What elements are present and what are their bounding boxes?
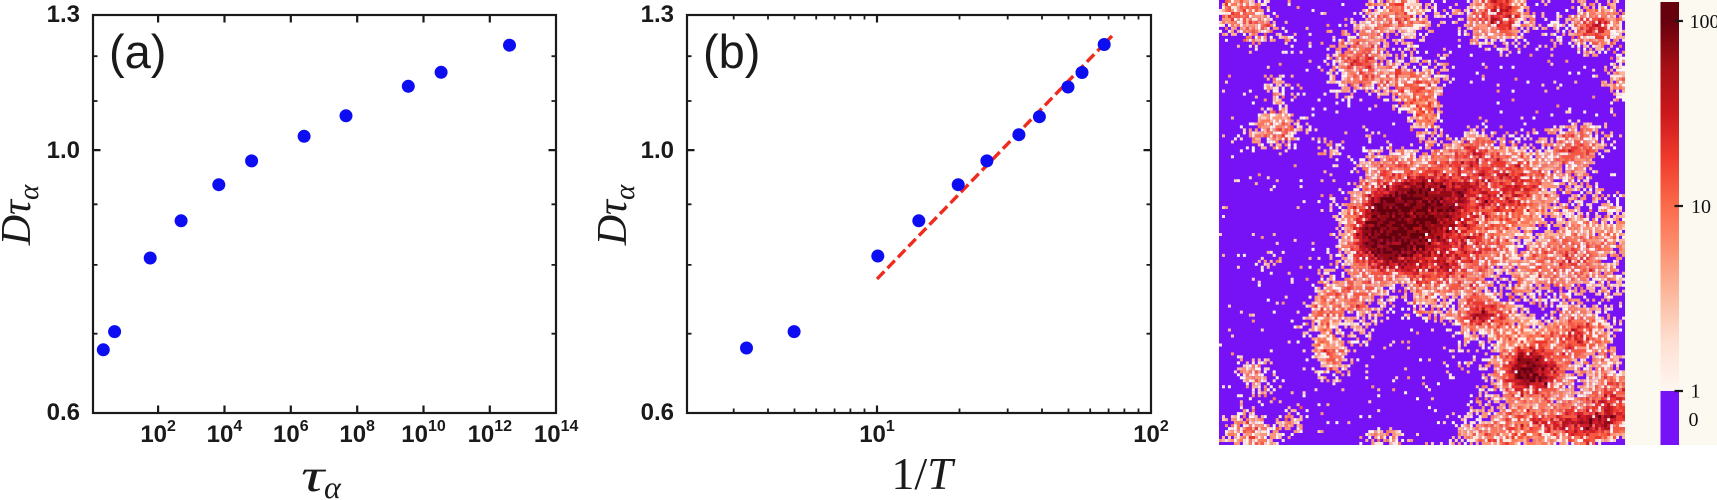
svg-text:1.3: 1.3	[47, 1, 80, 28]
svg-text:0: 0	[1689, 409, 1699, 431]
svg-text:102: 102	[140, 418, 176, 448]
svg-text:108: 108	[339, 418, 375, 448]
svg-text:1014: 1014	[534, 418, 579, 448]
svg-text:1.0: 1.0	[47, 137, 80, 164]
svg-text:(a): (a)	[109, 25, 166, 78]
svg-text:(b): (b)	[703, 25, 760, 78]
svg-text:10: 10	[1691, 196, 1711, 218]
svg-text:1.3: 1.3	[641, 1, 674, 28]
svg-text:α: α	[324, 469, 342, 500]
svg-text:τ: τ	[301, 450, 326, 500]
svg-text:Dτα: Dτα	[0, 184, 45, 246]
svg-text:100: 100	[1690, 11, 1717, 33]
svg-text:0.6: 0.6	[641, 399, 674, 426]
svg-text:0.6: 0.6	[47, 399, 80, 426]
svg-text:1/T: 1/T	[891, 448, 956, 499]
svg-text:1: 1	[1691, 381, 1701, 403]
svg-text:101: 101	[859, 418, 895, 448]
svg-text:1.0: 1.0	[641, 137, 674, 164]
